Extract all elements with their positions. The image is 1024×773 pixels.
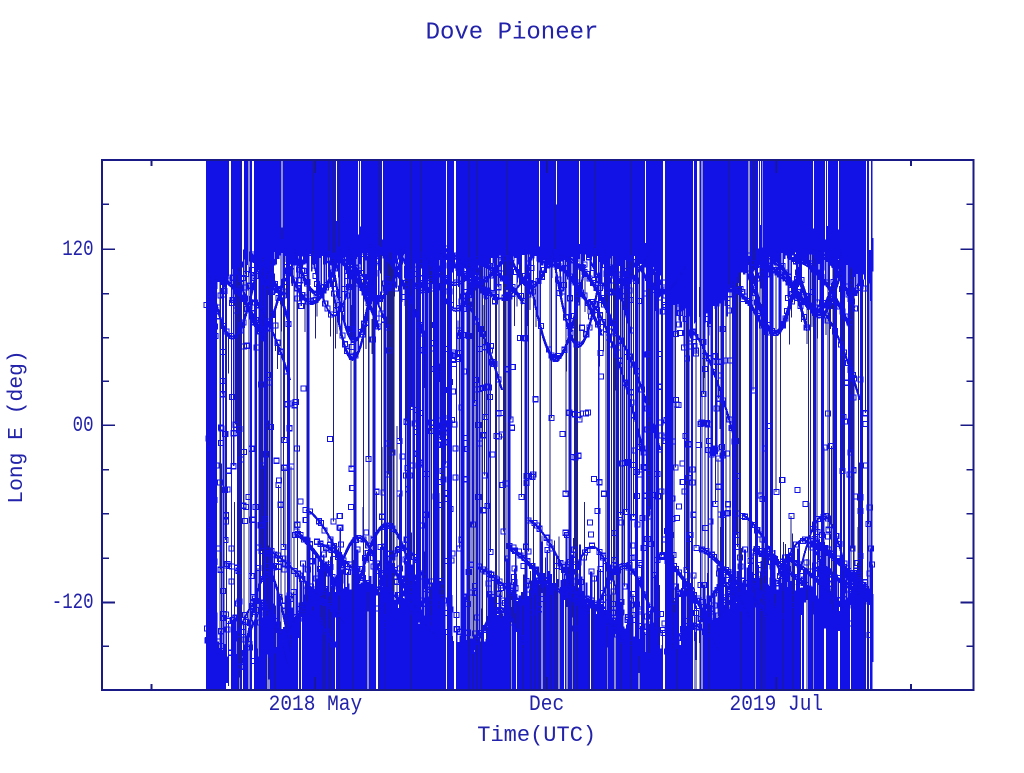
svg-text:00: 00 (73, 412, 94, 438)
svg-text:Time(UTC): Time(UTC) (477, 723, 596, 748)
svg-text:2018 May: 2018 May (269, 693, 363, 718)
svg-text:Long E (deg): Long E (deg) (5, 350, 29, 503)
svg-text:2019 Jul: 2019 Jul (730, 693, 824, 718)
svg-text:Dec: Dec (529, 693, 564, 718)
svg-text:-120: -120 (52, 589, 94, 615)
svg-text:Dove Pioneer: Dove Pioneer (426, 20, 599, 47)
svg-text:120: 120 (62, 236, 93, 262)
